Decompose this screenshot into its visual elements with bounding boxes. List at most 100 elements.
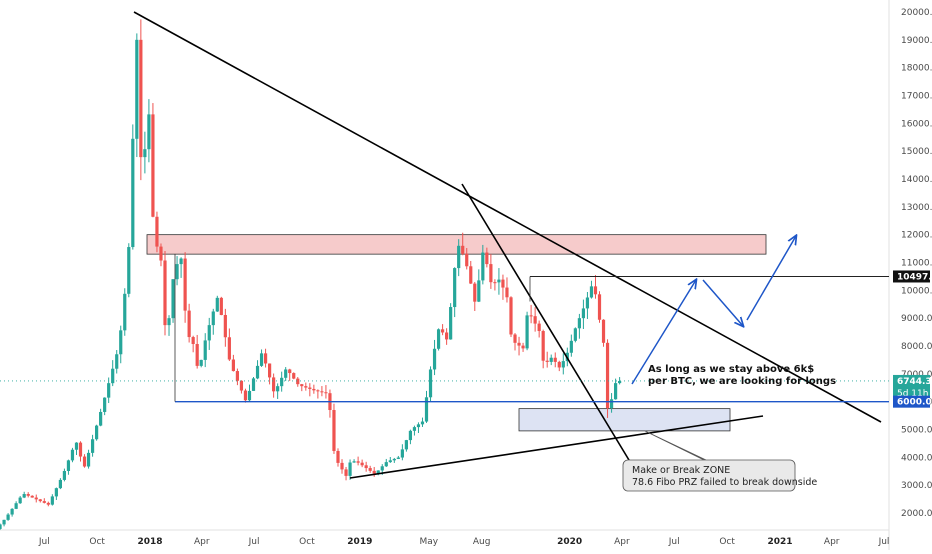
candle[interactable] (296, 377, 300, 387)
candle[interactable] (436, 328, 441, 351)
candle[interactable] (440, 324, 445, 336)
candle[interactable] (400, 444, 404, 461)
major-downtrend-line[interactable] (133, 11, 882, 423)
candle[interactable] (90, 434, 95, 457)
candle[interactable] (259, 349, 264, 367)
candle[interactable] (493, 279, 497, 291)
candle[interactable] (553, 352, 557, 368)
candle[interactable] (445, 328, 449, 345)
candle[interactable] (356, 456, 360, 466)
candle[interactable] (243, 388, 248, 403)
candle[interactable] (292, 372, 296, 380)
candle[interactable] (605, 339, 610, 418)
candle[interactable] (167, 315, 171, 336)
candle[interactable] (58, 478, 62, 490)
candle[interactable] (175, 256, 179, 286)
candle[interactable] (2, 519, 6, 527)
rising-support-line[interactable] (349, 415, 764, 479)
candle[interactable] (457, 239, 461, 277)
candle[interactable] (308, 383, 312, 397)
candle[interactable] (513, 333, 517, 351)
candle[interactable] (139, 19, 143, 181)
candle[interactable] (268, 363, 272, 385)
candle[interactable] (183, 252, 187, 323)
candle[interactable] (344, 466, 348, 481)
candle[interactable] (432, 339, 437, 376)
candle[interactable] (34, 494, 38, 503)
candle[interactable] (316, 389, 320, 399)
candle[interactable] (609, 393, 614, 413)
candle[interactable] (127, 243, 131, 298)
candle[interactable] (324, 385, 328, 399)
candle[interactable] (561, 353, 565, 375)
candle[interactable] (123, 288, 127, 336)
candle[interactable] (384, 458, 388, 468)
candle[interactable] (521, 342, 525, 352)
candle[interactable] (589, 280, 594, 299)
candle[interactable] (288, 368, 292, 381)
candle[interactable] (613, 378, 618, 400)
candle[interactable] (10, 508, 14, 517)
candle[interactable] (78, 441, 83, 462)
candle[interactable] (489, 254, 493, 289)
candle[interactable] (517, 336, 521, 356)
candle[interactable] (557, 360, 561, 372)
candle[interactable] (509, 296, 513, 338)
candle[interactable] (66, 459, 71, 475)
candle[interactable] (304, 382, 308, 391)
candle[interactable] (360, 459, 364, 468)
candle[interactable] (46, 501, 50, 507)
candle[interactable] (364, 461, 368, 472)
candle[interactable] (70, 447, 75, 463)
candle[interactable] (151, 103, 155, 218)
candle[interactable] (6, 513, 10, 521)
candle[interactable] (14, 501, 18, 510)
candle[interactable] (62, 468, 67, 482)
candle[interactable] (163, 251, 167, 336)
candle[interactable] (187, 303, 191, 343)
candle[interactable] (111, 360, 115, 387)
candle[interactable] (74, 442, 79, 455)
candle[interactable] (428, 366, 433, 402)
candle[interactable] (469, 260, 473, 285)
candle[interactable] (533, 307, 537, 332)
candle[interactable] (239, 380, 244, 394)
candle[interactable] (577, 313, 581, 339)
candle[interactable] (131, 124, 135, 250)
candle[interactable] (368, 465, 372, 473)
candle[interactable] (272, 373, 276, 398)
candle[interactable] (585, 292, 590, 319)
candle[interactable] (159, 243, 163, 267)
candle[interactable] (147, 99, 151, 163)
candle[interactable] (465, 248, 469, 270)
projection-arrow-up-1[interactable] (631, 280, 696, 385)
candle[interactable] (449, 303, 453, 340)
candle[interactable] (477, 269, 481, 303)
candle[interactable] (251, 376, 256, 391)
candle[interactable] (505, 277, 509, 303)
candle[interactable] (223, 308, 227, 347)
candle[interactable] (597, 291, 602, 323)
candle[interactable] (525, 311, 529, 351)
projection-arrow-down[interactable] (702, 279, 743, 326)
candle[interactable] (541, 329, 545, 369)
candle[interactable] (453, 267, 457, 318)
candle[interactable] (348, 459, 352, 480)
candle[interactable] (392, 457, 396, 463)
candle[interactable] (545, 351, 549, 368)
candle[interactable] (42, 498, 46, 504)
candle[interactable] (171, 279, 175, 323)
candle[interactable] (22, 491, 26, 499)
candle[interactable] (340, 459, 344, 474)
candle[interactable] (155, 211, 159, 253)
candle[interactable] (99, 408, 103, 427)
candle[interactable] (119, 325, 123, 364)
candle[interactable] (352, 459, 356, 463)
candle[interactable] (549, 354, 553, 366)
candle[interactable] (50, 494, 54, 506)
candle[interactable] (0, 523, 2, 530)
candle[interactable] (537, 320, 541, 338)
candle[interactable] (235, 368, 240, 386)
candle[interactable] (284, 367, 288, 382)
candle[interactable] (195, 334, 199, 369)
